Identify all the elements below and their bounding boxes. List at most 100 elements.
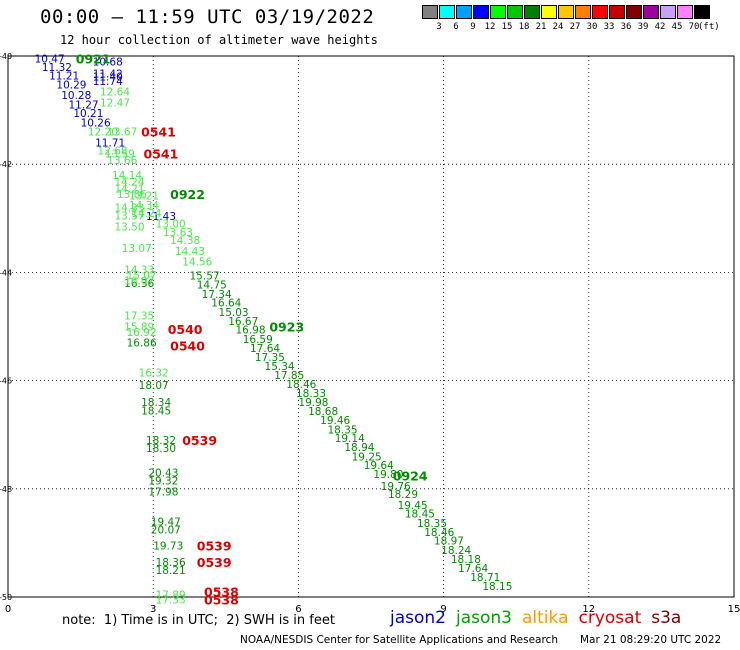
data-point-jason2: 10.47	[35, 54, 65, 66]
data-point-jason3: 17.64	[250, 343, 280, 355]
data-point-jason3: 18.21	[156, 565, 186, 577]
pass-time-label: 0921	[76, 52, 111, 67]
data-point-jason2: 11.40	[93, 72, 123, 84]
x-tick-label: 3	[150, 604, 156, 615]
data-point-jason3: 18.94	[344, 442, 374, 454]
data-point-jason3: 15.07	[127, 270, 157, 282]
data-point-jason2: 10.29	[56, 80, 86, 92]
credit-text: NOAA/NESDIS Center for Satellite Applica…	[240, 634, 558, 646]
data-point-jason2: 11.27	[69, 100, 99, 112]
color-swatch	[507, 5, 523, 19]
data-point-jason2: 11.42	[93, 68, 123, 80]
x-tick-label: 15	[728, 604, 740, 615]
color-scale-label: 9	[470, 22, 476, 32]
data-point-jason3: 17.35	[255, 352, 285, 364]
color-swatch	[422, 5, 438, 19]
color-swatch	[660, 5, 676, 19]
data-point-jason3: 18.97	[434, 536, 464, 548]
data-point-jason3: 16.92	[127, 327, 157, 339]
data-point-jason3: 12.47	[100, 98, 130, 110]
data-point-jason3: 16.59	[243, 334, 273, 346]
data-point-jason3: 18.18	[451, 554, 481, 566]
data-point-jason2: 11.43	[146, 211, 176, 223]
data-point-jason2: 10.28	[61, 90, 91, 102]
data-point-jason3: 19.98	[298, 397, 328, 409]
data-point-jason3: 14.33	[124, 265, 154, 277]
color-scale-label: 30	[586, 22, 598, 32]
legend-altika: altika	[522, 608, 569, 628]
data-point-jason3: 14.56	[182, 257, 212, 269]
y-tick-label: -40	[0, 52, 12, 61]
chart-subtitle: 12 hour collection of altimeter wave hei…	[60, 33, 378, 47]
data-point-jason3: 18.71	[470, 572, 500, 584]
plot-frame	[7, 55, 735, 598]
data-point-jason3: 17.98	[148, 487, 178, 499]
data-point-jason3: 17.34	[202, 289, 232, 301]
data-point-jason3: 19.73	[153, 541, 183, 553]
data-point-jason3: 18.46	[286, 379, 316, 391]
x-tick-label: 0	[5, 604, 11, 615]
color-scale-label: 36	[620, 22, 632, 32]
pass-time-label: 0539	[197, 555, 232, 570]
data-point-jason3: 19.25	[352, 451, 382, 463]
pass-time-label: 0538	[204, 585, 239, 600]
data-point-jason2: 10.68	[93, 56, 123, 68]
color-scale-label: 6	[453, 22, 459, 32]
data-point-jason3: 13.00	[156, 219, 186, 231]
color-swatch	[558, 5, 574, 19]
data-point-jason3: 17.85	[274, 370, 304, 382]
data-point-jason3: 13.63	[163, 227, 193, 239]
color-scale-label: 42	[654, 22, 666, 32]
data-point-jason3: 18.15	[482, 581, 512, 593]
data-point-jason3: 14.33	[114, 202, 144, 214]
y-tick-label: -44	[0, 268, 12, 277]
x-tick-label: 12	[582, 604, 595, 615]
y-tick-label: -48	[0, 485, 12, 494]
pass-time-label: 0540	[168, 322, 203, 337]
pass-time-label: 0539	[182, 433, 217, 448]
color-swatch	[575, 5, 591, 19]
data-point-jason3: 20.07	[151, 524, 181, 536]
data-point-jason3: 15.34	[265, 361, 295, 373]
data-point-jason3: 18.45	[141, 405, 171, 417]
data-point-jason3: 19.14	[335, 433, 365, 445]
data-point-jason3: 18.33	[296, 388, 326, 400]
data-point-jason3: 13.21	[129, 191, 159, 203]
x-tick-label: 6	[295, 604, 301, 615]
color-swatch	[626, 5, 642, 19]
color-swatch	[473, 5, 489, 19]
color-scale-label: 18	[518, 22, 530, 32]
pass-time-label: 0922	[170, 187, 205, 202]
data-point-jason3: 14.34	[129, 200, 159, 212]
data-point-jason3: 19.32	[148, 476, 178, 488]
color-scale-label: 24	[552, 22, 564, 32]
color-swatch	[609, 5, 625, 19]
data-point-jason3: 20.43	[148, 468, 178, 480]
data-point-jason3: 12.20	[88, 127, 118, 139]
data-point-jason3: 18.29	[388, 489, 418, 501]
legend-jason2: jason2	[390, 608, 446, 628]
data-point-jason3: 18.46	[424, 527, 454, 539]
color-swatch	[524, 5, 540, 19]
data-point-jason3: 18.45	[405, 509, 435, 521]
data-point-jason3: 17.35	[124, 311, 154, 323]
data-point-jason3: 14.24	[114, 177, 144, 189]
y-tick-label: -50	[0, 593, 12, 602]
color-scale-label: 33	[603, 22, 615, 32]
data-point-jason3: 18.36	[156, 557, 186, 569]
data-point-jason2: 11.32	[42, 62, 72, 74]
x-tick-label: 9	[440, 604, 446, 615]
data-point-jason3: 14.38	[170, 235, 200, 247]
data-point-jason3: 19.47	[151, 516, 181, 528]
y-tick-label: -42	[0, 160, 12, 169]
data-point-jason3: 18.34	[141, 397, 171, 409]
data-point-jason3: 19.80	[373, 469, 403, 481]
data-point-jason3: 12.64	[100, 87, 130, 99]
generated-timestamp: Mar 21 08:29:20 UTC 2022	[580, 634, 722, 646]
data-point-jason2: 10.26	[81, 118, 111, 130]
satellite-legend: jason2 jason3 altika cryosat s3a	[390, 608, 691, 628]
color-swatch	[439, 5, 455, 19]
data-point-jason3: 18.32	[146, 435, 176, 447]
data-point-jason3: 19.64	[364, 460, 394, 472]
